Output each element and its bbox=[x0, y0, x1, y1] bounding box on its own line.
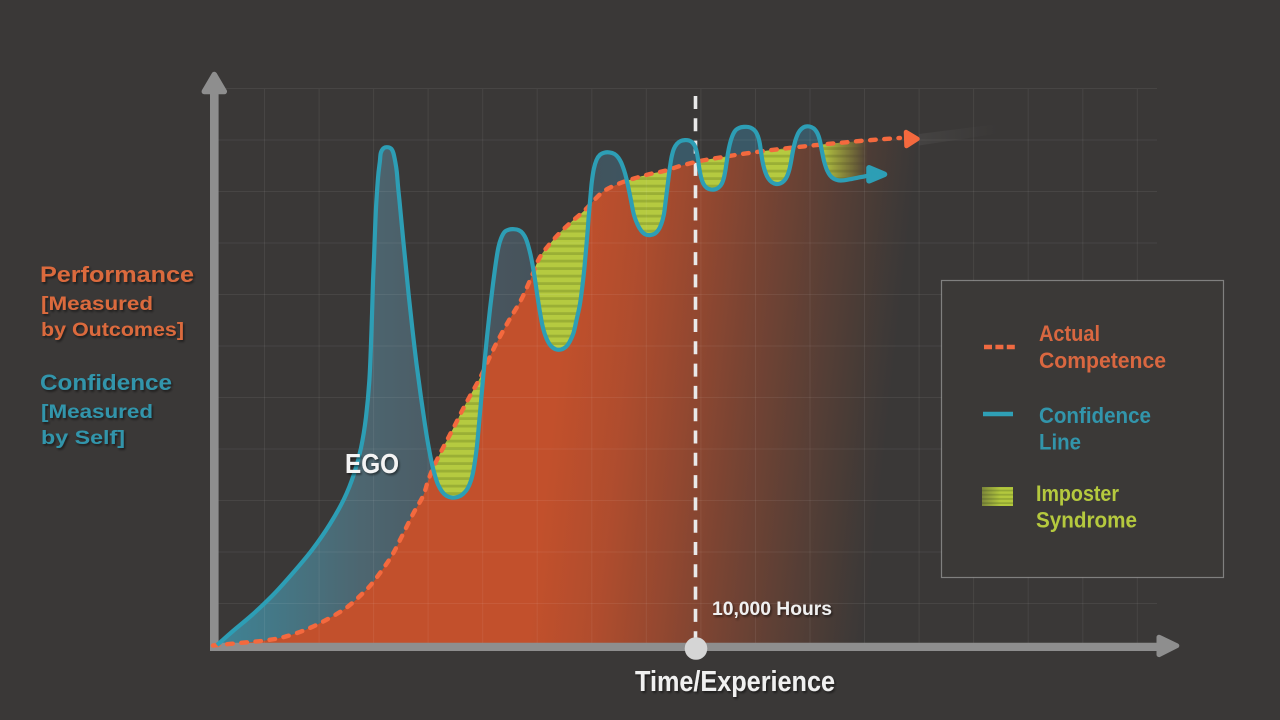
svg-text:Actual: Actual bbox=[1039, 321, 1100, 346]
svg-text:Syndrome: Syndrome bbox=[1036, 508, 1137, 533]
svg-text:[Measured: [Measured bbox=[41, 293, 153, 315]
svg-text:Imposter: Imposter bbox=[1036, 481, 1119, 506]
svg-text:Confidence: Confidence bbox=[1039, 403, 1151, 428]
svg-text:by Self]: by Self] bbox=[41, 427, 125, 449]
svg-text:EGO: EGO bbox=[345, 448, 399, 479]
svg-text:10,000 Hours: 10,000 Hours bbox=[712, 599, 832, 620]
svg-text:Time/Experience: Time/Experience bbox=[635, 666, 835, 698]
svg-text:[Measured: [Measured bbox=[41, 401, 153, 423]
svg-text:Line: Line bbox=[1039, 430, 1081, 455]
svg-text:Performance: Performance bbox=[40, 262, 194, 287]
svg-text:Competence: Competence bbox=[1039, 348, 1166, 373]
svg-text:Confidence: Confidence bbox=[40, 370, 172, 395]
svg-text:by Outcomes]: by Outcomes] bbox=[41, 319, 184, 341]
